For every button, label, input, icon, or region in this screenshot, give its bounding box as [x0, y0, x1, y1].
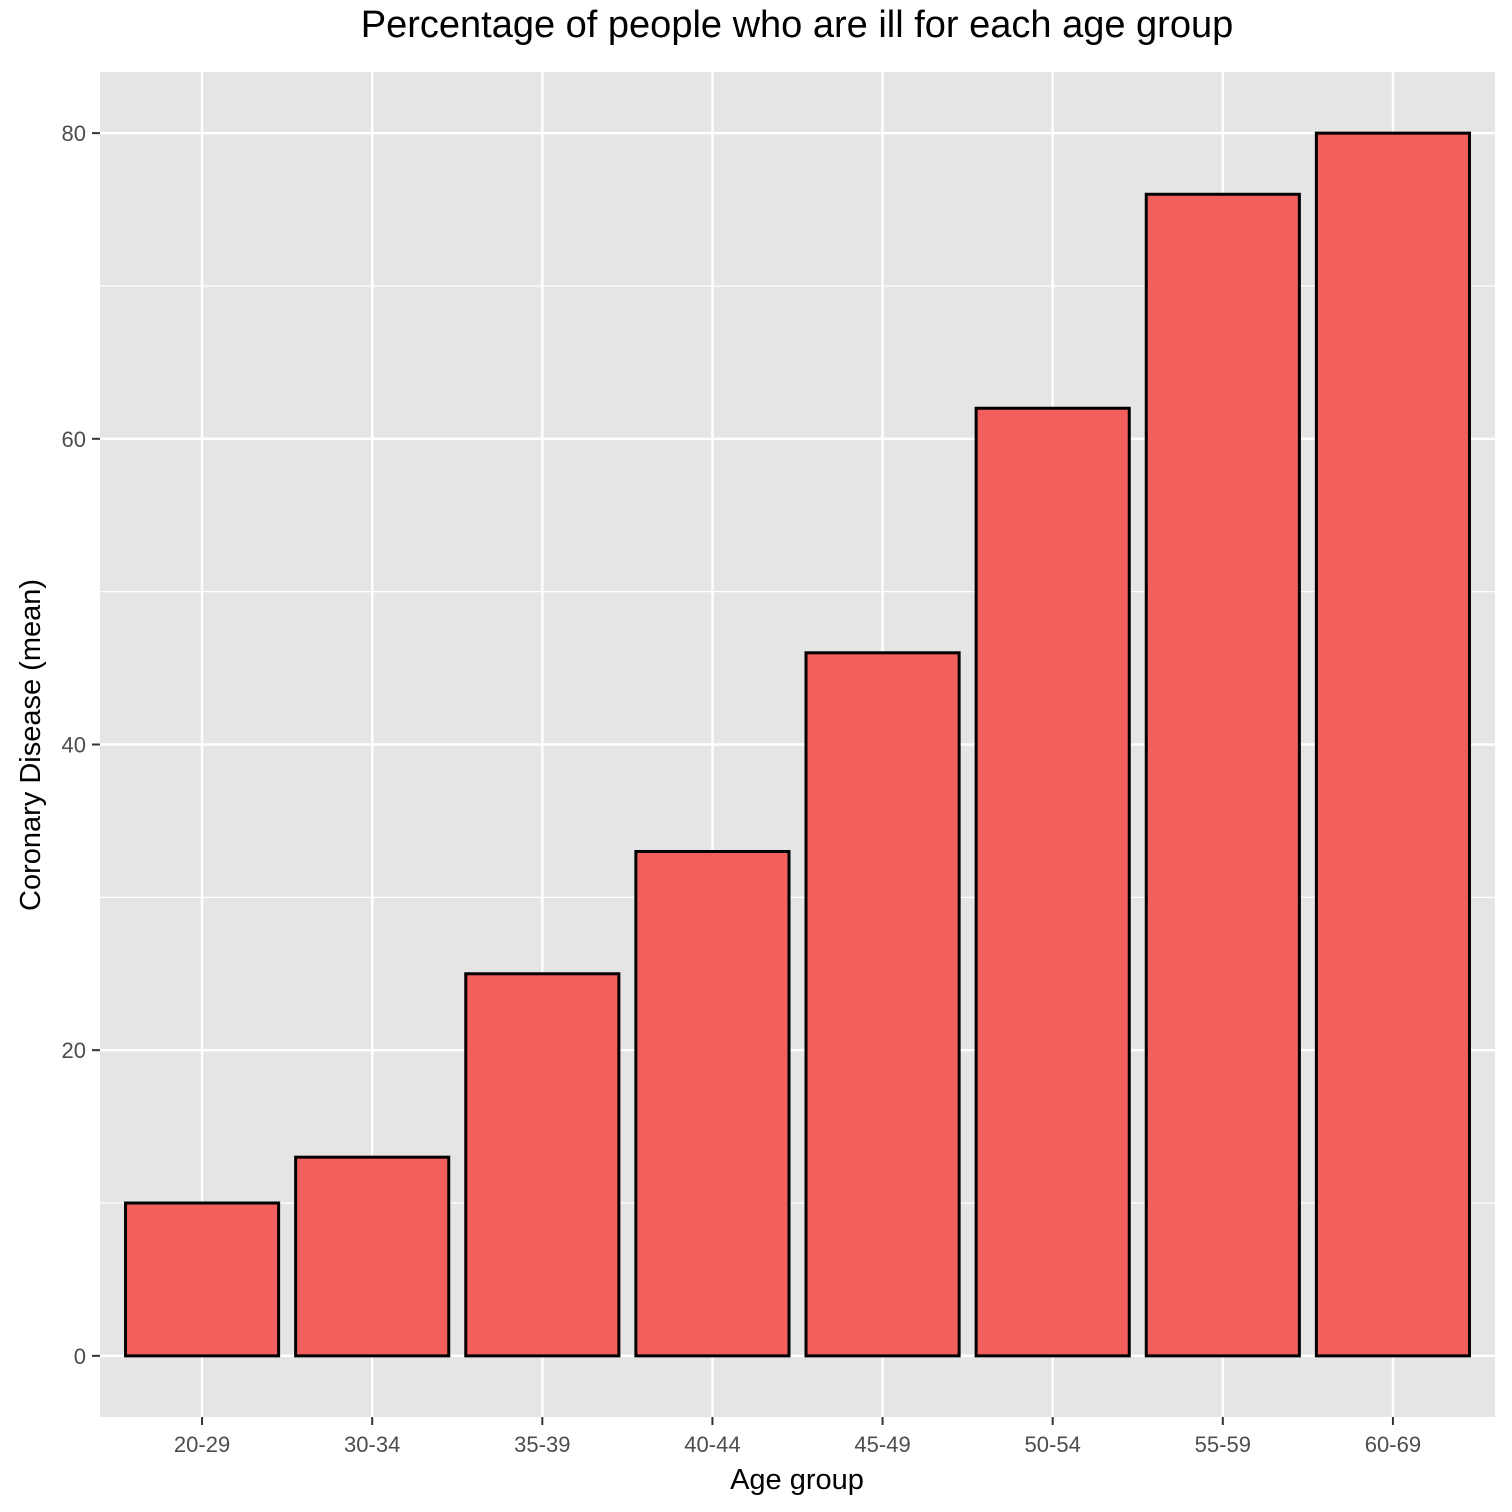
chart-title: Percentage of people who are ill for eac… [361, 4, 1233, 46]
bar-55-59 [1144, 192, 1301, 1358]
x-tick-label: 50-54 [1025, 1432, 1081, 1457]
x-tick-label: 55-59 [1195, 1432, 1251, 1457]
bars [124, 131, 1471, 1358]
y-axis-title: Coronary Disease (mean) [15, 579, 47, 911]
y-tick-label: 40 [62, 733, 86, 758]
y-tick-label: 20 [62, 1038, 86, 1063]
x-tick-label: 60-69 [1365, 1432, 1421, 1457]
y-tick-label: 0 [74, 1344, 86, 1369]
y-tick-label: 60 [62, 427, 86, 452]
x-axis-title: Age group [730, 1464, 864, 1496]
bar-35-39 [464, 972, 621, 1358]
x-tick-label: 20-29 [174, 1432, 230, 1457]
bar-45-49 [804, 651, 961, 1358]
bar-30-34 [294, 1155, 451, 1358]
bar-40-44 [634, 849, 791, 1358]
x-tick-label: 40-44 [684, 1432, 740, 1457]
y-tick-label: 80 [62, 121, 86, 146]
x-tick-label: 45-49 [854, 1432, 910, 1457]
bar-50-54 [974, 406, 1131, 1358]
x-tick-label: 30-34 [344, 1432, 400, 1457]
x-axis: 20-29 30-34 35-39 40-44 45-49 50-54 55-59 60-69 [174, 1417, 1421, 1457]
bar-60-69 [1314, 131, 1471, 1358]
y-axis: 0 20 40 60 80 [62, 121, 100, 1369]
x-tick-label: 35-39 [514, 1432, 570, 1457]
bar-20-29 [124, 1201, 281, 1358]
